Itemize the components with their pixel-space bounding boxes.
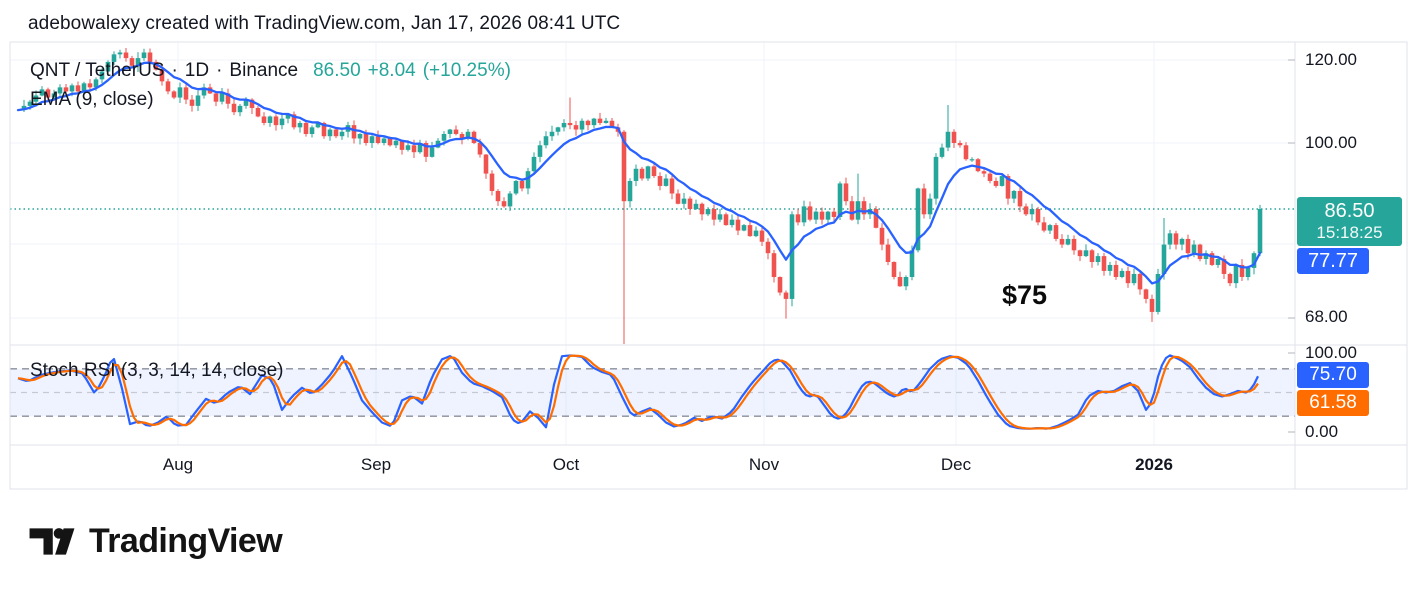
stoch-d-value: 61.58 [1309,392,1357,414]
time-axis-label-oct[interactable]: Oct [552,455,580,474]
current-price-badge: 86.50 15:18:25 [1297,197,1402,246]
symbol-name: QNT / TetherUS [30,60,165,81]
tradingview-logo-icon [29,528,75,555]
price-axis-label-68: 68.00 [1305,307,1348,326]
symbol-legend[interactable]: QNT / TetherUS · 1D · Binance 86.50 +8.0… [30,60,511,82]
legend-separator: · [171,60,178,81]
ema-line [16,61,1262,285]
ema-value: 77.77 [1307,249,1359,272]
stoch-rsi-legend[interactable]: Stoch RSI (3, 3, 14, 14, close) [30,360,284,381]
tradingview-logo[interactable]: TradingView [28,522,283,561]
price-change-percent: (+10.25%) [422,60,511,81]
candlestick-series [21,48,1263,344]
stoch-axis-label-100: 100.00 [1305,343,1357,362]
stoch-d-line [17,354,1259,430]
attribution-text: adebowalexy created with TradingView.com… [28,13,621,34]
legend-separator: · [216,60,223,81]
stoch-k-value: 75.70 [1309,364,1357,386]
price-change-value: +8.04 [367,60,416,81]
time-axis-label-dec[interactable]: Dec [940,455,972,474]
exchange-label: Binance [229,60,299,81]
ema-value-badge: 77.77 [1297,248,1369,274]
last-price-value: 86.50 [313,60,361,81]
price-axis-label-100: 100.00 [1305,133,1357,152]
price-axis-label-120: 120.00 [1305,50,1357,69]
chart-border [9,41,1408,490]
stoch-axis-label-0: 0.00 [1305,422,1339,441]
time-axis-label-sep[interactable]: Sep [360,455,392,474]
time-axis-label-aug[interactable]: Aug [162,455,194,474]
time-axis-label-2026[interactable]: 2026 [1135,455,1173,474]
tradingview-wordmark: TradingView [89,522,283,560]
stoch-k-badge: 75.70 [1297,362,1369,388]
ema-legend[interactable]: EMA (9, close) [30,89,154,110]
stoch-series [17,354,1259,430]
price-annotation-75[interactable]: $75 [1002,280,1048,310]
interval-label: 1D [184,60,210,81]
bar-countdown-timer: 15:18:25 [1316,223,1383,243]
current-price-value: 86.50 [1324,200,1375,223]
time-axis-label-nov[interactable]: Nov [748,455,780,474]
stoch-d-badge: 61.58 [1297,390,1369,416]
